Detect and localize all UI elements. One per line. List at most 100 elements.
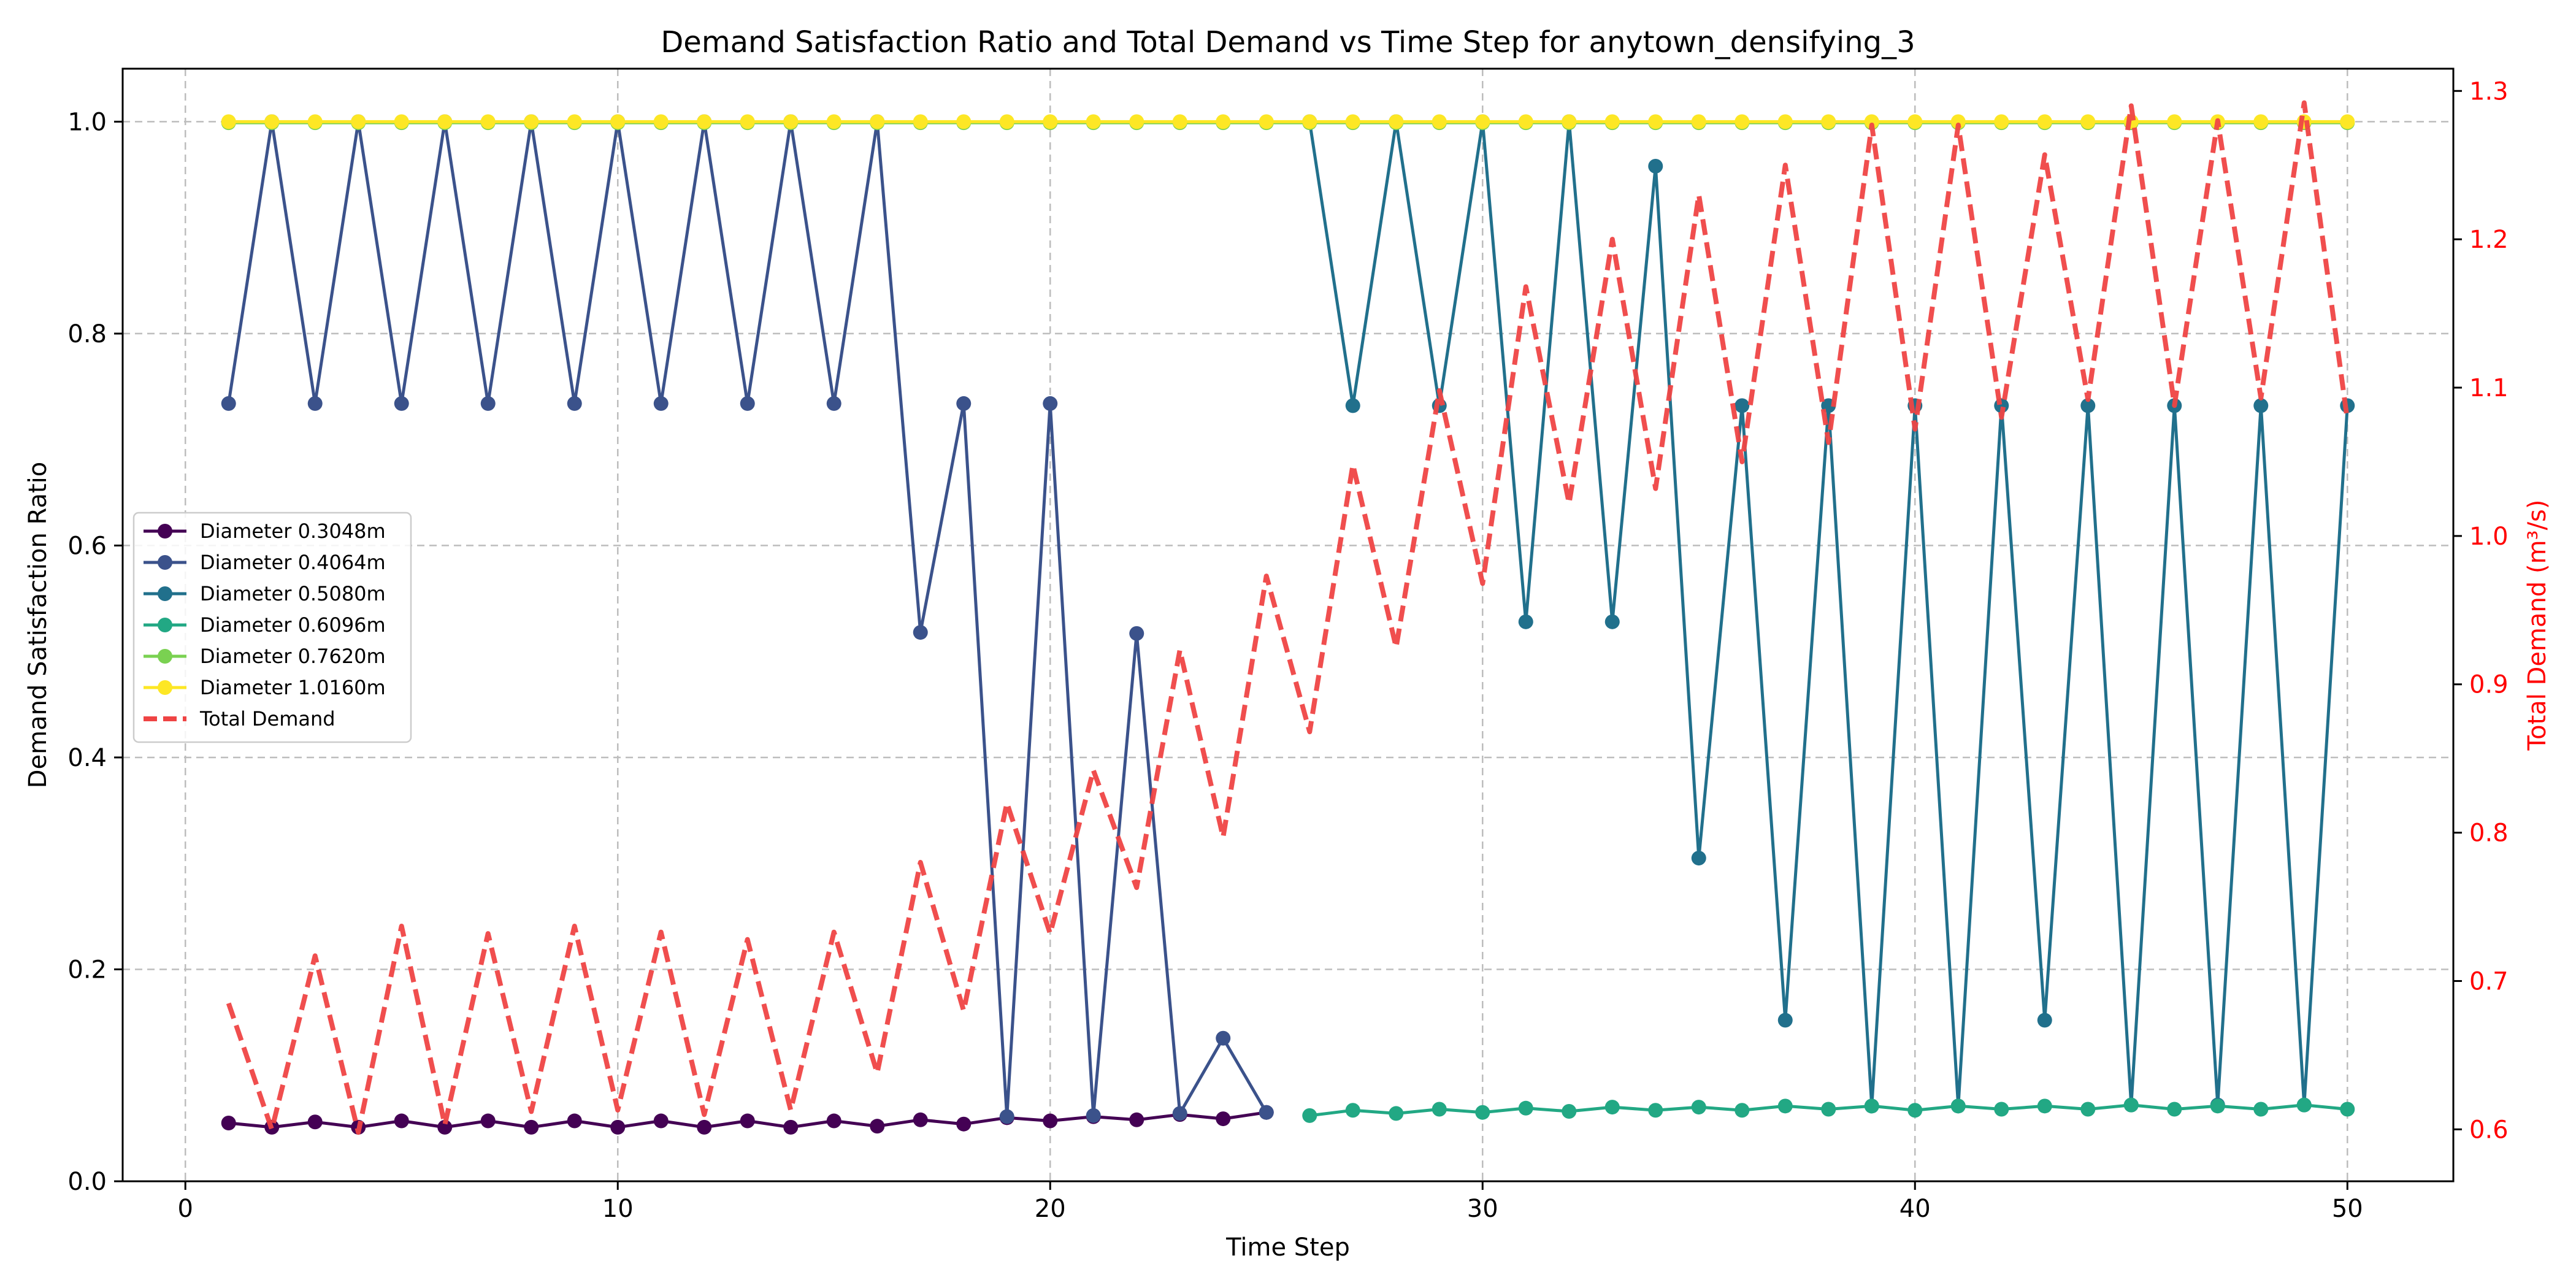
data-point xyxy=(740,396,755,411)
data-point xyxy=(1259,114,1274,129)
data-point xyxy=(999,114,1014,129)
series-4 xyxy=(1302,1097,2355,1123)
data-point xyxy=(1345,1103,1360,1118)
y2-tick-label: 0.8 xyxy=(2469,819,2509,848)
data-point xyxy=(480,396,496,411)
data-point xyxy=(826,396,841,411)
data-point xyxy=(1302,1108,1317,1123)
data-point xyxy=(2253,1102,2269,1117)
data-point xyxy=(2167,1102,2182,1117)
data-point xyxy=(1907,114,1923,129)
data-point xyxy=(2080,114,2096,129)
y-tick-label: 0.4 xyxy=(67,744,107,772)
legend-label: Diameter 0.3048m xyxy=(200,519,386,543)
legend-item: Total Demand xyxy=(144,707,335,730)
data-point xyxy=(567,1113,582,1129)
data-point xyxy=(1994,114,2009,129)
data-point xyxy=(1777,1098,1793,1114)
data-point xyxy=(264,114,280,129)
data-point xyxy=(1994,1102,2009,1117)
data-point xyxy=(1604,1100,1620,1115)
data-point xyxy=(307,396,323,411)
plot-frame xyxy=(121,67,2455,1183)
legend-item: Diameter 0.3048m xyxy=(144,519,386,543)
data-point xyxy=(826,114,841,129)
data-point xyxy=(2167,114,2182,129)
data-point xyxy=(567,396,582,411)
data-point xyxy=(956,114,972,129)
data-point xyxy=(1604,614,1620,629)
data-point xyxy=(1518,1100,1533,1116)
y-axis-label: Demand Satisfaction Ratio xyxy=(24,462,52,789)
data-point xyxy=(2037,114,2052,129)
data-point xyxy=(307,114,323,129)
data-point xyxy=(437,114,453,129)
data-point xyxy=(221,114,236,129)
data-point xyxy=(524,1119,539,1135)
data-point xyxy=(1086,1108,1101,1123)
y2-axis-label: Total Demand (m³/s) xyxy=(2523,499,2551,751)
data-point xyxy=(1691,1100,1706,1115)
data-point xyxy=(610,114,626,129)
y2-tick-label: 0.6 xyxy=(2469,1116,2509,1144)
x-tick-label: 30 xyxy=(1467,1195,1498,1223)
data-point xyxy=(870,114,885,129)
data-point xyxy=(1691,114,1706,129)
y-tick-label: 0.2 xyxy=(67,956,107,984)
y-axis-right: 0.6 0.7 0.8 0.9 1.0 1.1 1.2 1.3 xyxy=(2453,77,2509,1144)
legend-item: Diameter 0.7620m xyxy=(144,645,386,668)
data-point xyxy=(1432,114,1447,129)
data-point xyxy=(1648,158,1663,174)
data-point xyxy=(480,1113,496,1129)
y-tick-label: 0.6 xyxy=(67,532,107,560)
data-point xyxy=(1777,1013,1793,1028)
x-tick-label: 40 xyxy=(1899,1195,1931,1223)
data-point xyxy=(1043,1113,1058,1129)
data-point xyxy=(1475,114,1490,129)
data-point xyxy=(351,114,366,129)
legend-item: Diameter 0.5080m xyxy=(144,582,386,605)
data-point xyxy=(783,1119,799,1135)
data-point xyxy=(394,396,409,411)
data-point xyxy=(1043,114,1058,129)
data-point xyxy=(221,396,236,411)
data-point xyxy=(2080,1102,2096,1117)
y2-tick-label: 1.1 xyxy=(2469,374,2509,402)
data-point xyxy=(1562,114,1577,129)
data-point xyxy=(653,396,669,411)
legend-marker xyxy=(158,555,172,570)
legend-marker xyxy=(158,586,172,601)
data-point xyxy=(610,1119,626,1135)
data-point xyxy=(999,1109,1014,1124)
data-point xyxy=(1735,1103,1750,1118)
legend-marker xyxy=(158,618,172,632)
legend: Diameter 0.3048m Diameter 0.4064m Diameter… xyxy=(132,512,412,743)
data-point xyxy=(1216,1030,1231,1046)
data-point xyxy=(1604,114,1620,129)
legend-label: Diameter 0.7620m xyxy=(200,645,386,668)
data-point xyxy=(1129,626,1144,641)
data-point xyxy=(1735,114,1750,129)
data-point xyxy=(653,114,669,129)
data-point xyxy=(1518,614,1533,629)
data-point xyxy=(2210,1098,2225,1114)
data-point xyxy=(913,114,928,129)
data-point xyxy=(1345,114,1360,129)
data-point xyxy=(870,1119,885,1134)
x-tick-label: 50 xyxy=(2332,1195,2363,1223)
legend-label: Diameter 1.0160m xyxy=(200,676,386,699)
data-point xyxy=(1259,1105,1274,1120)
data-point xyxy=(1389,1106,1404,1121)
data-point xyxy=(1648,114,1663,129)
data-point xyxy=(394,1113,409,1129)
y-axis-left: 0.0 0.2 0.4 0.6 0.8 1.0 xyxy=(67,108,123,1196)
legend-item: Diameter 0.6096m xyxy=(144,613,386,637)
legend-marker xyxy=(158,680,172,695)
x-axis-label: Time Step xyxy=(1225,1233,1350,1262)
data-point xyxy=(1216,1111,1231,1127)
data-point xyxy=(1345,398,1360,413)
data-point xyxy=(1821,114,1836,129)
data-point xyxy=(1648,1103,1663,1118)
data-point xyxy=(1777,114,1793,129)
data-point xyxy=(697,1119,712,1135)
